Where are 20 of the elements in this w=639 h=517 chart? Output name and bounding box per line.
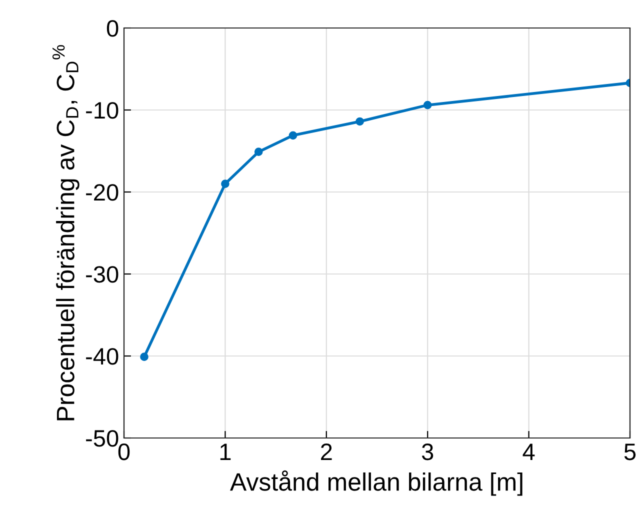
- point: [423, 100, 432, 110]
- point: [288, 131, 298, 140]
- x-axis-title: Avstånd mellan bilarna [m]: [230, 470, 522, 496]
- x-tick-label: 5: [624, 444, 636, 460]
- y-axis-title: Procentuell förändring av C$_{D}$, C$_{D}$$^{%}$: [52, 45, 80, 420]
- y-tick-label: 0: [106, 20, 118, 37]
- point: [140, 352, 148, 361]
- y-tick-label: -20: [86, 184, 118, 201]
- point: [221, 180, 230, 188]
- y-tick-label: -10: [86, 102, 118, 119]
- y-tick-label: -40: [86, 348, 118, 365]
- x-tick-label: 1: [220, 444, 231, 460]
- x-tick-label: 0: [118, 443, 130, 460]
- x-tick-label: 4: [522, 444, 535, 460]
- x-tick-label: 3: [422, 443, 434, 460]
- y-tick-label: -50: [86, 430, 118, 447]
- point: [254, 148, 263, 156]
- y-tick-label: -30: [86, 266, 118, 283]
- x-tick-label: 2: [321, 443, 332, 460]
- point: [356, 117, 364, 126]
